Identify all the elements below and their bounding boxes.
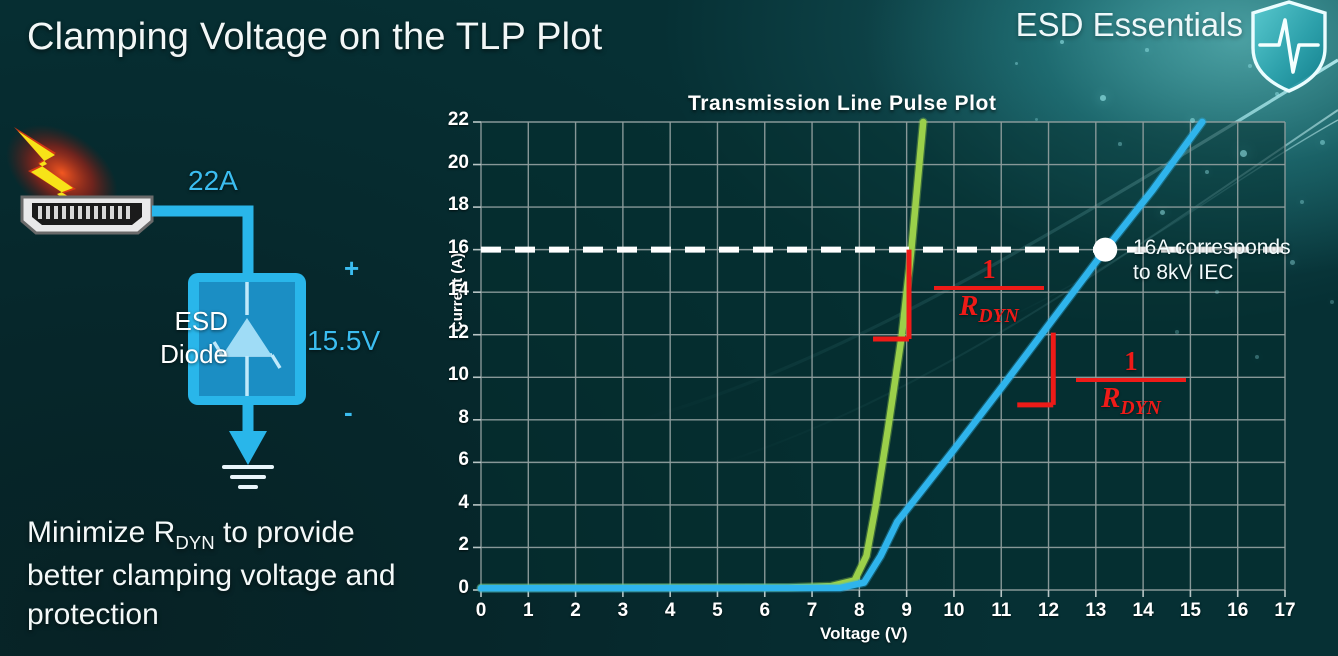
tlp-chart: Transmission Line Pulse Plot Current (A)… — [430, 88, 1338, 656]
x-tick-label: 14 — [1132, 600, 1154, 621]
y-tick-label: 0 — [458, 577, 469, 598]
frac-bar — [1076, 378, 1186, 382]
x-tick-label: 6 — [759, 600, 771, 621]
frac-denominator-base: R — [959, 290, 979, 322]
page-title: Clamping Voltage on the TLP Plot — [27, 16, 603, 58]
x-tick-label: 10 — [943, 600, 965, 621]
takeaway-note: Minimize RDYN to provide better clamping… — [27, 513, 427, 635]
x-tick-label: 13 — [1085, 600, 1107, 621]
frac-denominator: RDYN — [934, 291, 1044, 327]
y-tick-label: 22 — [447, 109, 469, 130]
x-tick-label: 11 — [991, 600, 1012, 621]
y-tick-label: 4 — [458, 491, 469, 513]
signal-wire — [152, 205, 254, 273]
slope-annotation-high-rdyn: 1 RDYN — [1076, 348, 1186, 419]
esd-protection-circuit-diagram: ESD Diode 22A 15.5V + - — [0, 124, 430, 505]
plot-svg — [473, 117, 1286, 597]
x-tick-label: 8 — [854, 600, 865, 621]
polarity-minus-label: - — [344, 397, 353, 427]
x-tick-label: 2 — [570, 600, 581, 621]
frac-denominator-base: R — [1101, 382, 1121, 414]
polarity-plus-label: + — [344, 253, 360, 283]
frac-denominator-sub: DYN — [978, 304, 1019, 327]
esd-diode-label: ESD Diode — [118, 305, 228, 370]
ground-symbol-icon — [222, 465, 274, 489]
slope-annotation-low-rdyn: 1 RDYN — [934, 256, 1044, 327]
x-tick-label: 5 — [712, 600, 723, 621]
y-tick-label: 16 — [447, 236, 469, 258]
current-arrow-icon — [229, 431, 267, 465]
background-particle — [1145, 48, 1149, 52]
x-tick-label: 3 — [617, 600, 629, 621]
iec-annotation-line2: to 8kV IEC — [1133, 261, 1234, 285]
shield-pulse-icon — [1251, 0, 1327, 93]
esd-diode-label-line2: Diode — [160, 338, 228, 369]
plot-area: 0 2 4 6 8 10 12 14 16 18 20 22 0 1 2 3 4 5 6 7 8 9 10 11 12 13 14 1… — [448, 109, 1296, 621]
brand-title: ESD Essentials — [1015, 6, 1243, 43]
esd-diode-label-line1: ESD — [174, 306, 228, 336]
chart-title: Transmission Line Pulse Plot — [688, 92, 997, 115]
x-tick-label: 4 — [664, 600, 676, 621]
frac-numerator: 1 — [1124, 346, 1138, 376]
y-tick-label: 10 — [447, 364, 469, 386]
hdmi-connector-icon — [20, 195, 154, 235]
background-particle — [1015, 62, 1019, 66]
x-axis-title: Voltage (V) — [820, 624, 908, 643]
x-tick-label: 15 — [1179, 600, 1201, 621]
y-tick-label: 2 — [458, 534, 469, 556]
takeaway-note-before: Minimize R — [27, 516, 176, 549]
x-tick-label: 16 — [1227, 600, 1249, 621]
x-tick-label: 1 — [522, 600, 534, 621]
frac-bar — [934, 286, 1044, 290]
takeaway-note-after: to provide better clamping voltage and p… — [27, 516, 396, 632]
x-tick-label: 12 — [1037, 600, 1060, 621]
y-tick-label: 8 — [458, 406, 469, 428]
takeaway-note-subscript: DYN — [175, 532, 215, 553]
tvs-diode-icon — [188, 273, 306, 405]
y-tick-label: 12 — [447, 321, 469, 343]
frac-numerator: 1 — [982, 254, 996, 284]
frac-denominator-sub: DYN — [1120, 396, 1161, 419]
x-tick-label: 0 — [475, 600, 487, 621]
y-tick-label: 14 — [447, 279, 469, 301]
x-tick-label: 7 — [806, 600, 818, 621]
y-tick-label: 18 — [447, 194, 469, 216]
y-tick-label: 6 — [458, 449, 469, 471]
iec-annotation: 16A corresponds to 8kV IEC — [1133, 235, 1338, 285]
x-tick-label: 17 — [1274, 600, 1296, 621]
iec-annotation-line1: 16A corresponds — [1133, 236, 1291, 259]
frac-denominator: RDYN — [1076, 383, 1186, 419]
clamping-voltage-label: 15.5V — [307, 325, 381, 356]
y-tick-label: 20 — [447, 151, 469, 173]
current-value-label: 22A — [188, 165, 238, 196]
x-tick-label: 9 — [901, 600, 912, 621]
